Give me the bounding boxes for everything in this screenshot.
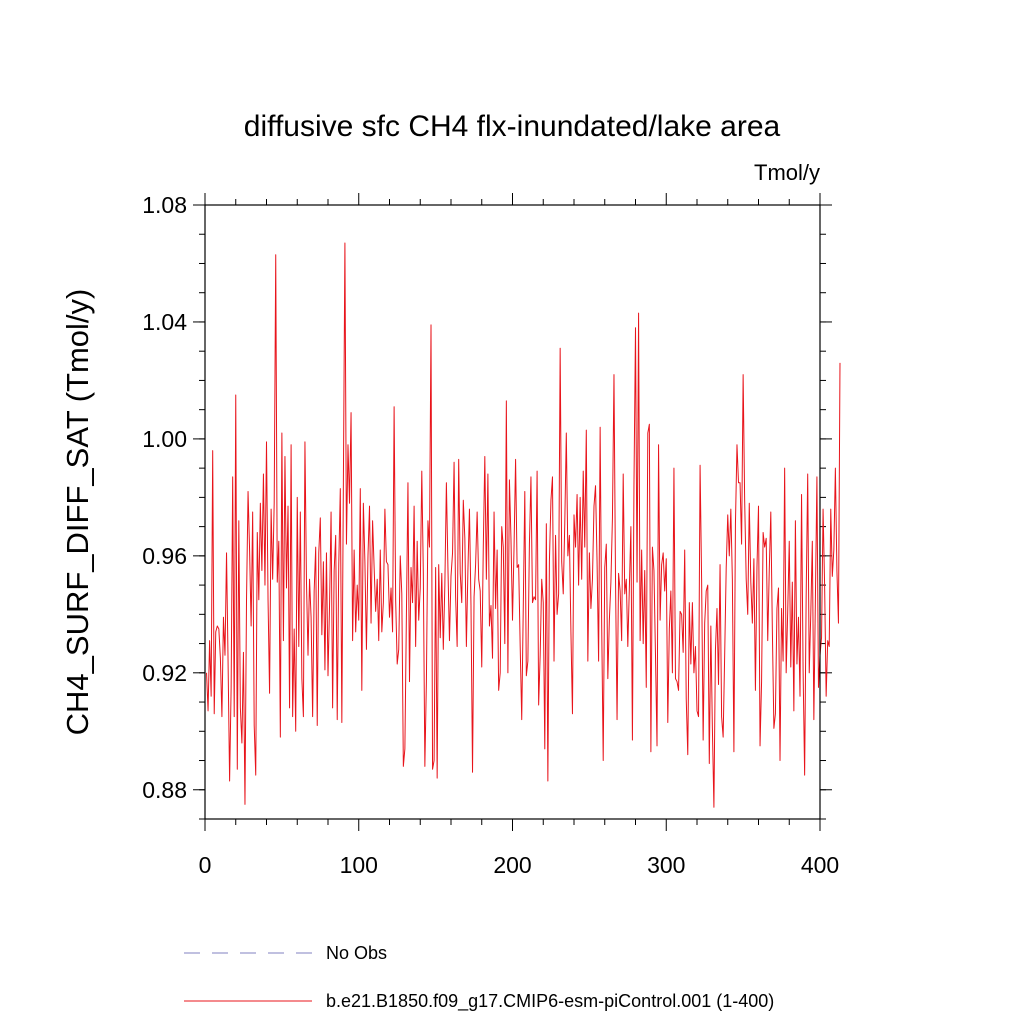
x-tick-label: 300 <box>647 852 685 878</box>
plot-series <box>206 242 841 808</box>
x-tick-label: 200 <box>493 852 531 878</box>
y-tick-label: 0.88 <box>142 777 187 803</box>
x-tick-label: 0 <box>199 852 212 878</box>
y-tick-label: 0.96 <box>142 543 187 569</box>
plot-frame <box>204 204 821 820</box>
axis-ticks <box>193 193 832 831</box>
chart-title: diffusive sfc CH4 flx-inundated/lake are… <box>244 110 781 143</box>
series-line-model <box>206 242 841 808</box>
legend: No Obs b.e21.B1850.f09_g17.CMIP6-esm-piC… <box>184 943 774 1012</box>
y-axis-label: CH4_SURF_DIFF_SAT (Tmol/y) <box>60 289 95 736</box>
y-tick-label: 1.04 <box>142 309 187 335</box>
legend-label-model: b.e21.B1850.f09_g17.CMIP6-esm-piControl.… <box>326 991 774 1012</box>
y-tick-label: 0.92 <box>142 660 187 686</box>
legend-label-no-obs: No Obs <box>326 943 387 963</box>
y-tick-label: 1.00 <box>142 426 187 452</box>
y-tick-label: 1.08 <box>142 192 187 218</box>
x-tick-label: 400 <box>801 852 839 878</box>
axis-tick-labels: 0 100 200 300 400 0.88 0.92 0.96 1.00 1.04 1.08 <box>142 192 839 878</box>
units-label: Tmol/y <box>754 160 820 185</box>
x-tick-label: 100 <box>340 852 378 878</box>
